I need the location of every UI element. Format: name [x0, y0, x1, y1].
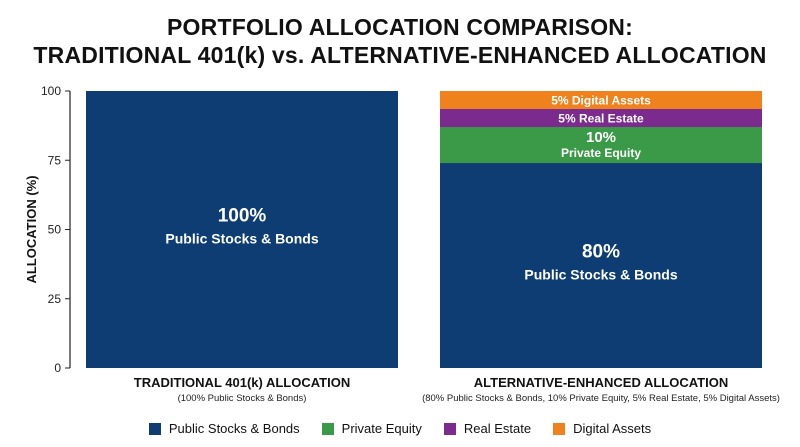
y-axis-label: ALLOCATION (%) — [24, 175, 39, 283]
legend-label: Public Stocks & Bonds — [168, 421, 300, 436]
segment-category-label: Private Equity — [561, 146, 641, 160]
bar-segment-public-stocks-bonds — [440, 163, 762, 368]
legend-label: Digital Assets — [573, 421, 652, 436]
y-tick-label: 0 — [54, 361, 61, 375]
legend-swatch — [321, 422, 334, 435]
x-category-sublabel: (80% Public Stocks & Bonds, 10% Private … — [422, 393, 780, 404]
legend-label: Real Estate — [463, 421, 532, 436]
segment-category-label: Public Stocks & Bonds — [165, 231, 318, 247]
bar-segment-private-equity — [440, 127, 762, 164]
legend-swatch — [148, 422, 161, 435]
segment-category-label: 5% Digital Assets — [551, 94, 651, 108]
segment-percent-label: 80% — [582, 242, 620, 263]
legend-item: Public Stocks & Bonds — [148, 421, 300, 436]
y-tick-label: 100 — [41, 84, 61, 98]
bar-segment-digital-assets — [440, 91, 762, 110]
legend-swatch — [443, 422, 456, 435]
segment-category-label: 5% Real Estate — [558, 112, 644, 126]
chart-title-line-2: TRADITIONAL 401(k) vs. ALTERNATIVE-ENHAN… — [33, 42, 767, 68]
segment-percent-label: 100% — [218, 206, 267, 227]
legend-item: Digital Assets — [553, 421, 651, 436]
chart-title-line-1: PORTFOLIO ALLOCATION COMPARISON: — [167, 14, 633, 40]
legend-label: Private Equity — [341, 421, 422, 436]
y-tick-label: 50 — [48, 223, 62, 237]
bar-segment-real-estate — [440, 109, 762, 128]
legend-item: Real Estate — [443, 421, 532, 436]
segment-percent-label: 10% — [586, 129, 616, 146]
legend-swatch — [553, 422, 566, 435]
chart-legend: Public Stocks & Bonds Private Equity Real … — [0, 421, 800, 436]
x-category-label: TRADITIONAL 401(k) ALLOCATION — [134, 375, 350, 390]
y-tick-label: 25 — [48, 292, 62, 306]
legend-item: Private Equity — [321, 421, 422, 436]
bar-segment-public-stocks-bonds — [86, 91, 398, 368]
x-category-sublabel: (100% Public Stocks & Bonds) — [178, 393, 307, 404]
y-tick-label: 75 — [48, 153, 62, 167]
segment-category-label: Public Stocks & Bonds — [524, 267, 677, 283]
x-category-label: ALTERNATIVE-ENHANCED ALLOCATION — [474, 375, 728, 390]
